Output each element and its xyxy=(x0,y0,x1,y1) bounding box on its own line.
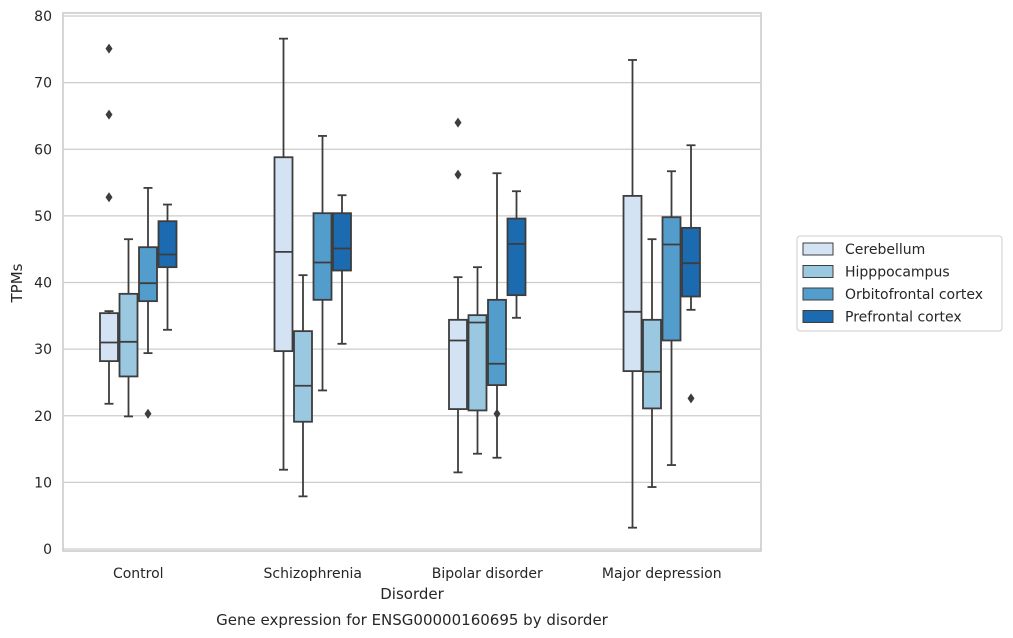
y-tick-label: 50 xyxy=(34,209,52,225)
box-orbitofrontal-cortex-2 xyxy=(487,172,507,459)
box-iqr xyxy=(487,298,507,387)
legend-swatch xyxy=(802,287,834,301)
box-iqr xyxy=(138,246,158,303)
y-tick-label: 0 xyxy=(43,542,52,558)
x-axis-label: Disorder xyxy=(380,585,444,603)
y-tick-label: 60 xyxy=(34,142,52,158)
plot-frame xyxy=(62,12,762,552)
outlier-point xyxy=(105,192,113,203)
legend-label: Prefrontal cortex xyxy=(845,310,962,326)
legend-swatch xyxy=(802,310,834,323)
legend: Cerebellum Hipppocampus Orbitofrontal cort… xyxy=(796,235,1003,332)
legend-swatch xyxy=(802,265,834,278)
gridlines xyxy=(63,15,761,550)
outlier-point xyxy=(105,109,113,120)
y-axis-label: TPMs xyxy=(8,263,26,303)
outlier-point xyxy=(144,408,152,419)
outlier-point xyxy=(687,393,695,404)
y-tick-label: 30 xyxy=(34,342,52,358)
box-iqr xyxy=(312,212,333,301)
box-cerebellum-1 xyxy=(273,37,294,471)
box-cerebellum-2 xyxy=(448,117,468,474)
box-iqr xyxy=(622,194,643,373)
legend-swatch xyxy=(802,242,834,256)
box-orbitofrontal-cortex-1 xyxy=(312,135,333,392)
y-tick-label: 40 xyxy=(34,276,52,292)
y-tick-label: 70 xyxy=(34,76,52,92)
legend-label: Hipppocampus xyxy=(845,265,950,281)
box-hipppocampus-0 xyxy=(118,238,139,418)
x-tick-label: Major depression xyxy=(602,566,722,582)
box-iqr xyxy=(118,292,139,378)
box-prefrontal-cortex-0 xyxy=(157,203,178,331)
box-iqr xyxy=(681,226,701,298)
legend-items: Cerebellum Hipppocampus Orbitofrontal cort… xyxy=(802,242,983,326)
outlier-point xyxy=(454,169,462,180)
box-cerebellum-3 xyxy=(622,59,643,529)
y-tick-labels: 0 10 20 30 40 50 60 70 80 xyxy=(34,9,52,558)
outlier-point xyxy=(454,117,462,128)
box-iqr xyxy=(332,212,352,272)
box-hipppocampus-2 xyxy=(467,266,488,455)
box-iqr xyxy=(467,314,488,412)
box-iqr xyxy=(506,217,527,297)
box-hipppocampus-1 xyxy=(293,274,313,498)
box-iqr xyxy=(448,318,468,410)
x-tick-label: Bipolar disorder xyxy=(432,566,543,582)
figure-caption: Gene expression for ENSG00000160695 by d… xyxy=(216,611,609,629)
outlier-point xyxy=(493,408,501,419)
box-orbitofrontal-cortex-3 xyxy=(661,170,682,466)
y-tick-label: 20 xyxy=(34,409,52,425)
legend-label: Cerebellum xyxy=(845,242,925,258)
box-iqr xyxy=(157,220,178,269)
box-cerebellum-0 xyxy=(99,43,119,405)
box-hipppocampus-3 xyxy=(642,238,662,488)
box-prefrontal-cortex-1 xyxy=(332,194,352,345)
legend-frame xyxy=(796,235,1003,332)
box-orbitofrontal-cortex-0 xyxy=(138,186,158,419)
x-tick-label: Control xyxy=(113,566,164,582)
outlier-point xyxy=(105,43,113,54)
x-tick-label: Schizophrenia xyxy=(264,566,362,582)
box-iqr xyxy=(661,216,682,342)
box-iqr xyxy=(273,156,294,353)
y-tick-label: 10 xyxy=(34,475,52,491)
box-iqr xyxy=(293,330,313,423)
y-tick-label: 80 xyxy=(34,9,52,25)
box-iqr xyxy=(642,318,662,410)
box-series xyxy=(99,37,701,529)
x-tick-labels: Control Schizophrenia Bipolar disorder Majo… xyxy=(113,566,722,582)
box-prefrontal-cortex-3 xyxy=(681,144,701,404)
box-prefrontal-cortex-2 xyxy=(506,190,527,319)
box-iqr xyxy=(99,312,119,363)
legend-label: Orbitofrontal cortex xyxy=(845,287,983,303)
